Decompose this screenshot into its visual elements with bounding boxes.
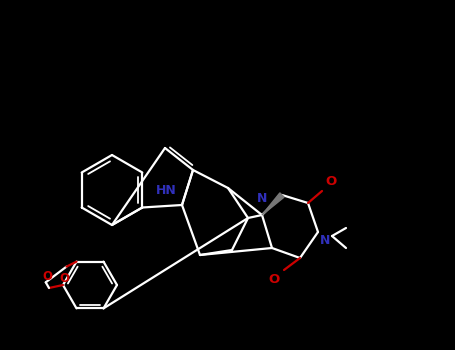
Polygon shape bbox=[262, 193, 284, 215]
Text: HN: HN bbox=[156, 184, 177, 197]
Text: O: O bbox=[325, 175, 336, 188]
Text: N: N bbox=[320, 234, 330, 247]
Text: O: O bbox=[269, 273, 280, 286]
Text: O: O bbox=[60, 272, 70, 285]
Text: O: O bbox=[42, 270, 52, 283]
Text: N: N bbox=[257, 192, 267, 205]
